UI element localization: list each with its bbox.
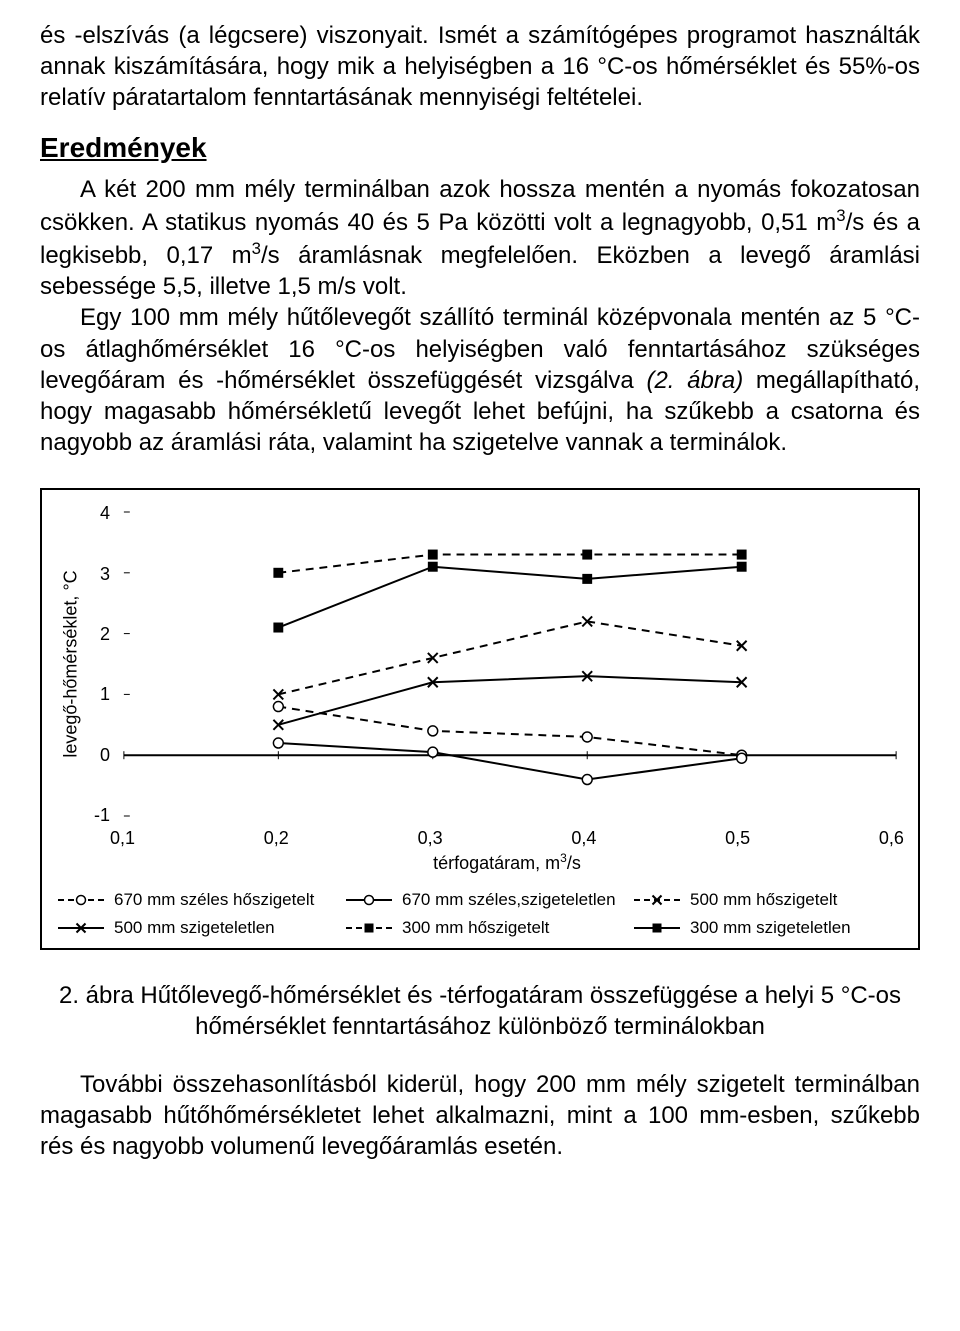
- legend-item: 670 mm széles hőszigetelt: [56, 890, 328, 910]
- figure-caption: 2. ábra Hűtőlevegő-hőmérséklet és -térfo…: [40, 980, 920, 1042]
- legend-item: 670 mm széles,szigeteletlen: [344, 890, 616, 910]
- xtick: 0,6: [879, 828, 904, 849]
- chart-body: levegő-hőmérséklet, °C 4 3 2 1 0 -1: [56, 504, 904, 824]
- y-axis-label-col: levegő-hőmérséklet, °C: [56, 504, 86, 824]
- chart-legend: 670 mm széles hőszigetelt 670 mm széles,s…: [56, 890, 904, 938]
- heading-results: Eredmények: [40, 132, 920, 164]
- legend-label: 670 mm széles,szigeteletlen: [402, 890, 616, 910]
- x-axis-label-a: térfogatáram, m: [433, 853, 560, 873]
- legend-item: 300 mm szigeteletlen: [632, 918, 904, 938]
- legend-label: 300 mm szigeteletlen: [690, 918, 851, 938]
- paragraph-3: Egy 100 mm mély hűtőlevegőt szállító ter…: [40, 302, 920, 458]
- ytick: -1: [94, 806, 110, 824]
- xtick: 0,5: [725, 828, 750, 849]
- chart-container: levegő-hőmérséklet, °C 4 3 2 1 0 -1 0,1 …: [40, 488, 920, 950]
- y-axis-ticks: 4 3 2 1 0 -1: [86, 504, 116, 824]
- x-axis-label-b: /s: [567, 853, 581, 873]
- ytick: 2: [100, 625, 110, 643]
- legend-label: 670 mm széles hőszigetelt: [114, 890, 314, 910]
- legend-item: 300 mm hőszigetelt: [344, 918, 616, 938]
- ytick: 1: [100, 685, 110, 703]
- legend-item: 500 mm szigeteletlen: [56, 918, 328, 938]
- y-axis-label: levegő-hőmérséklet, °C: [61, 571, 82, 758]
- xtick: 0,4: [571, 828, 596, 849]
- legend-label: 500 mm szigeteletlen: [114, 918, 275, 938]
- ytick: 0: [100, 746, 110, 764]
- xtick: 0,2: [264, 828, 289, 849]
- ytick: 3: [100, 565, 110, 583]
- ytick: 4: [100, 504, 110, 522]
- xtick: 0,1: [110, 828, 135, 849]
- x-axis-ticks: 0,1 0,2 0,3 0,4 0,5 0,6: [56, 824, 904, 849]
- legend-label: 300 mm hőszigetelt: [402, 918, 549, 938]
- x-axis-label: térfogatáram, m3/s: [56, 851, 904, 874]
- paragraph-2: A két 200 mm mély terminálban azok hossz…: [40, 174, 920, 303]
- page: és -elszívás (a légcsere) viszonyait. Is…: [0, 0, 960, 1202]
- legend-label: 500 mm hőszigetelt: [690, 890, 837, 910]
- xtick: 0,3: [418, 828, 443, 849]
- paragraph-3b: (2. ábra): [646, 367, 743, 394]
- chart-plot: [116, 504, 904, 824]
- paragraph-2a: A két 200 mm mély terminálban azok hossz…: [40, 176, 920, 236]
- paragraph-4: További összehasonlításból kiderül, hogy…: [40, 1069, 920, 1163]
- paragraph-1: és -elszívás (a légcsere) viszonyait. Is…: [40, 20, 920, 114]
- legend-item: 500 mm hőszigetelt: [632, 890, 904, 910]
